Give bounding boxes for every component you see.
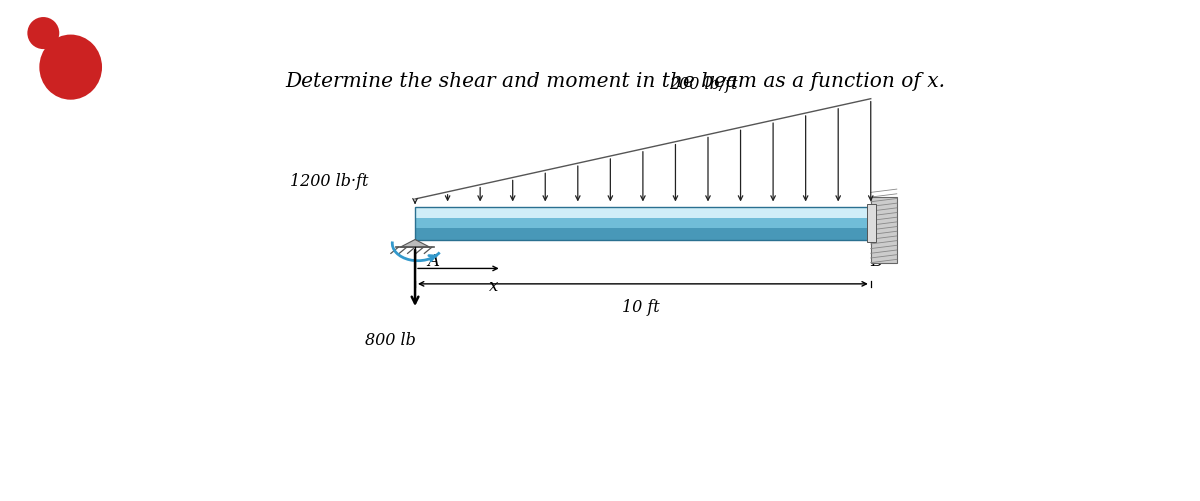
Text: x: x bbox=[490, 278, 499, 295]
Text: B: B bbox=[871, 253, 883, 270]
Polygon shape bbox=[400, 239, 430, 247]
Text: Determine the shear and moment in the beam as a function of x.: Determine the shear and moment in the be… bbox=[286, 72, 946, 91]
Text: A: A bbox=[427, 253, 439, 270]
Text: 800 lb: 800 lb bbox=[365, 332, 415, 349]
Ellipse shape bbox=[40, 35, 102, 100]
Ellipse shape bbox=[28, 17, 59, 49]
Bar bbox=[415, 218, 871, 228]
Text: 10 ft: 10 ft bbox=[623, 299, 660, 316]
Text: 200 lb/ft: 200 lb/ft bbox=[670, 76, 738, 93]
Bar bbox=[415, 207, 871, 218]
Bar bbox=[415, 228, 871, 239]
Bar bbox=[868, 204, 876, 242]
Text: 1200 lb·ft: 1200 lb·ft bbox=[290, 173, 368, 190]
Bar bbox=[871, 197, 896, 263]
Bar bbox=[415, 207, 871, 239]
